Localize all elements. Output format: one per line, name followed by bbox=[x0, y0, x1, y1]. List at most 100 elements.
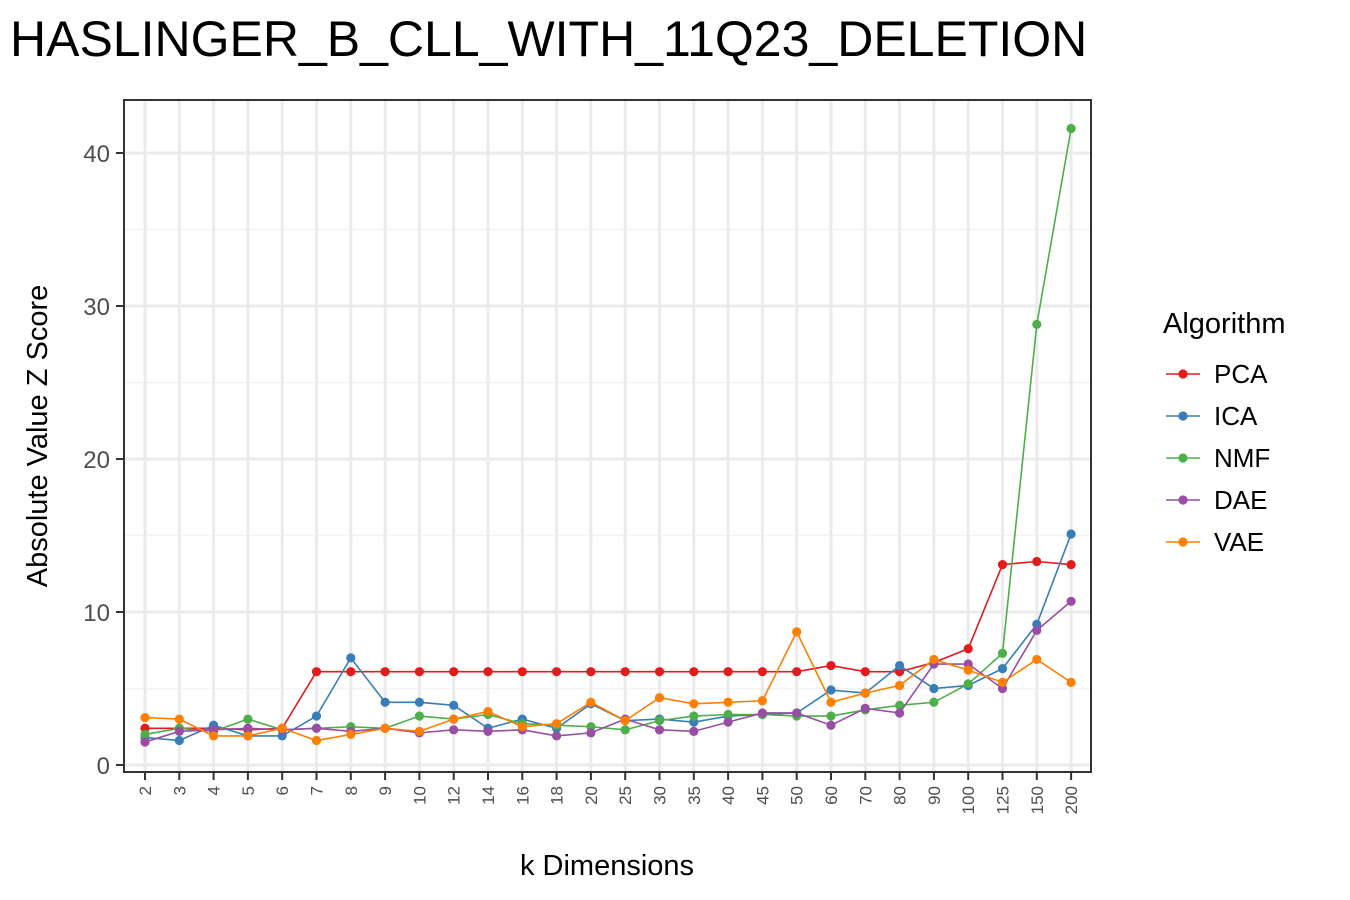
data-point bbox=[552, 731, 562, 741]
data-point bbox=[449, 700, 459, 710]
data-point bbox=[552, 719, 562, 729]
x-tick-label: 5 bbox=[239, 786, 258, 795]
data-point bbox=[757, 696, 768, 706]
legend-key-point bbox=[1178, 537, 1188, 547]
data-point bbox=[586, 697, 596, 707]
x-tick-label: 90 bbox=[925, 786, 944, 805]
series-layer bbox=[140, 123, 1076, 747]
data-point bbox=[963, 679, 973, 689]
data-point bbox=[380, 697, 390, 707]
series-nmf bbox=[140, 123, 1076, 740]
y-axis-title: Absolute Value Z Score bbox=[22, 285, 54, 588]
data-point bbox=[620, 725, 630, 735]
data-point bbox=[997, 677, 1008, 687]
x-tick-label: 125 bbox=[994, 786, 1013, 814]
legend-key-point bbox=[1178, 411, 1188, 421]
x-tick-label: 45 bbox=[753, 786, 772, 805]
legend-item-nmf: NMF bbox=[1166, 443, 1270, 473]
data-point bbox=[757, 667, 768, 677]
data-point bbox=[654, 725, 665, 735]
data-point bbox=[243, 714, 253, 724]
data-point bbox=[654, 716, 665, 726]
data-point bbox=[1032, 654, 1042, 665]
data-point bbox=[243, 723, 253, 733]
legend-label: NMF bbox=[1214, 443, 1270, 473]
data-point bbox=[826, 660, 836, 671]
data-point bbox=[895, 660, 905, 671]
y-tick-label: 0 bbox=[97, 753, 110, 780]
y-tick-label: 10 bbox=[83, 600, 110, 627]
data-point bbox=[586, 667, 596, 677]
legend-label: DAE bbox=[1214, 485, 1267, 515]
legend-item-vae: VAE bbox=[1166, 527, 1264, 557]
data-point bbox=[723, 667, 733, 677]
data-point bbox=[826, 697, 836, 707]
data-point bbox=[380, 723, 390, 733]
data-point bbox=[929, 697, 939, 707]
legend-item-dae: DAE bbox=[1166, 485, 1267, 515]
series-line bbox=[144, 600, 1072, 743]
x-axis-title: k Dimensions bbox=[520, 850, 694, 882]
data-point bbox=[689, 726, 699, 736]
data-point bbox=[1032, 625, 1042, 635]
x-tick-label: 30 bbox=[651, 786, 670, 805]
x-tick-label: 25 bbox=[616, 786, 635, 805]
x-tick-label: 7 bbox=[308, 786, 327, 795]
x-tick-label: 6 bbox=[273, 786, 292, 795]
x-tick-label: 9 bbox=[376, 786, 395, 795]
series-line bbox=[145, 560, 1072, 731]
data-point bbox=[140, 729, 150, 740]
x-tick-label: 4 bbox=[205, 786, 224, 795]
chart-title: HASLINGER_B_CLL_WITH_11Q23_DELETION bbox=[10, 11, 1088, 67]
x-tick-label: 16 bbox=[513, 786, 532, 805]
data-point bbox=[174, 726, 184, 736]
x-tick-label: 2 bbox=[136, 786, 155, 795]
data-point bbox=[654, 693, 665, 703]
data-point bbox=[209, 731, 219, 741]
data-point bbox=[414, 726, 424, 736]
data-point bbox=[449, 667, 459, 677]
data-point bbox=[140, 712, 150, 723]
x-axis: 2 3 4 5 6 7 8 9 10 12 14 16 18 20 25 30 35 40 45 50 60 70 80 90… bbox=[136, 772, 1081, 814]
data-point bbox=[414, 711, 424, 721]
data-point bbox=[174, 714, 184, 724]
data-point bbox=[1032, 556, 1042, 567]
data-point bbox=[654, 667, 665, 677]
data-point bbox=[620, 667, 630, 677]
data-point bbox=[311, 711, 322, 721]
legend-key-point bbox=[1178, 369, 1188, 379]
data-point bbox=[1066, 529, 1076, 539]
x-tick-label: 10 bbox=[410, 786, 429, 805]
data-point bbox=[346, 653, 356, 663]
series-vae bbox=[140, 627, 1076, 746]
series-ica bbox=[140, 529, 1076, 746]
data-point bbox=[792, 708, 802, 718]
x-tick-label: 100 bbox=[959, 786, 978, 814]
data-point bbox=[311, 735, 322, 746]
x-tick-label: 35 bbox=[685, 786, 704, 805]
panel-border bbox=[123, 99, 1092, 773]
data-point bbox=[895, 700, 905, 710]
data-point bbox=[517, 722, 527, 732]
data-point bbox=[449, 714, 459, 724]
data-point bbox=[997, 648, 1008, 658]
data-point bbox=[860, 703, 870, 713]
x-tick-label: 80 bbox=[891, 786, 910, 805]
data-point bbox=[895, 708, 905, 718]
data-point bbox=[346, 667, 356, 677]
series-line bbox=[144, 128, 1072, 736]
x-tick-label: 8 bbox=[342, 786, 361, 795]
y-axis: 0 10 20 30 40 bbox=[83, 141, 124, 780]
data-point bbox=[1032, 319, 1042, 329]
data-point bbox=[757, 708, 768, 718]
data-point bbox=[243, 731, 253, 741]
data-point bbox=[1066, 123, 1076, 134]
data-point bbox=[860, 667, 870, 677]
data-point bbox=[997, 559, 1008, 570]
data-point bbox=[997, 664, 1008, 674]
data-point bbox=[174, 735, 184, 746]
legend-label: PCA bbox=[1214, 359, 1268, 389]
data-point bbox=[311, 667, 322, 677]
data-point bbox=[689, 699, 699, 709]
data-point bbox=[792, 627, 802, 637]
